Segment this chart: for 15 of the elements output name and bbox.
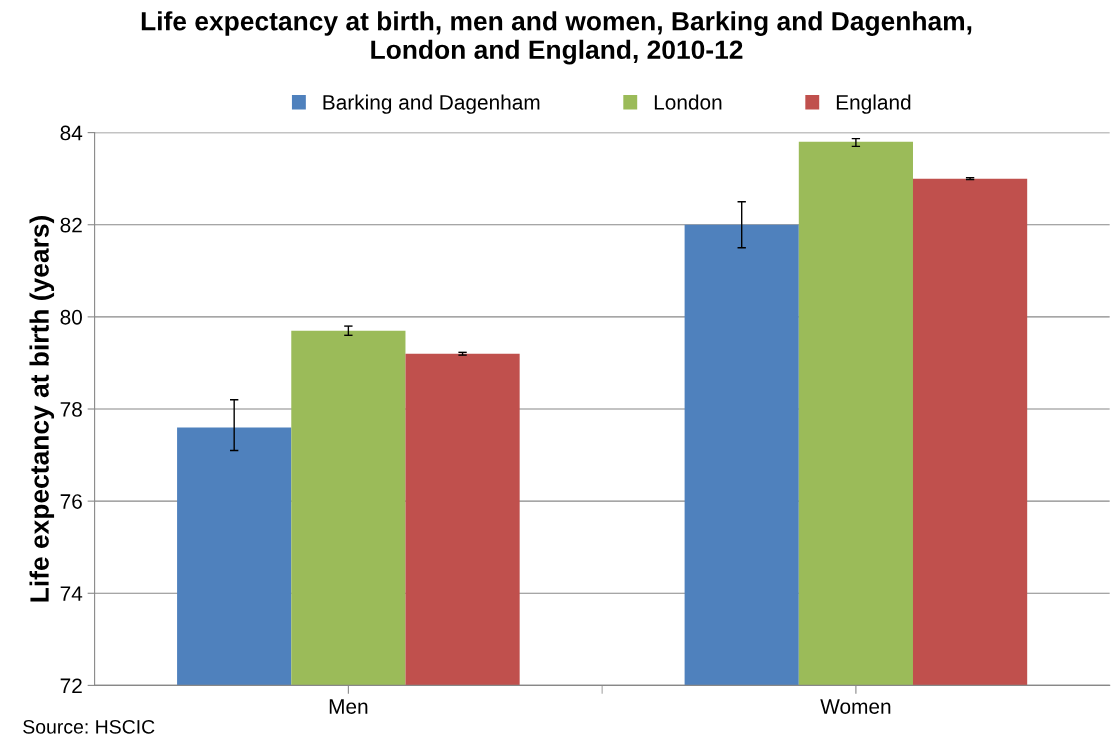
y-axis-title: Life expectancy at birth (years) — [29, 215, 55, 602]
y-tick-label: 76 — [60, 494, 82, 509]
x-tick-label: Women — [820, 699, 891, 714]
legend-label: England — [836, 94, 911, 114]
source-note: Source: HSCIC — [23, 719, 155, 734]
chart-title: Life expectancy at birth, men and women, Barking and Dagenham, London and England, 2010-12 — [141, 11, 972, 65]
y-tick-label: 72 — [60, 678, 82, 693]
y-tick-label: 82 — [60, 217, 82, 233]
y-tick-label: 74 — [60, 586, 83, 601]
x-tick-label: Men — [329, 699, 368, 714]
legend-label: London — [654, 94, 722, 110]
y-tick-label: 84 — [60, 125, 83, 141]
y-tick-label: 78 — [60, 402, 82, 417]
legend-label: Barking and Dagenham — [323, 94, 540, 114]
y-tick-label: 80 — [60, 309, 82, 325]
